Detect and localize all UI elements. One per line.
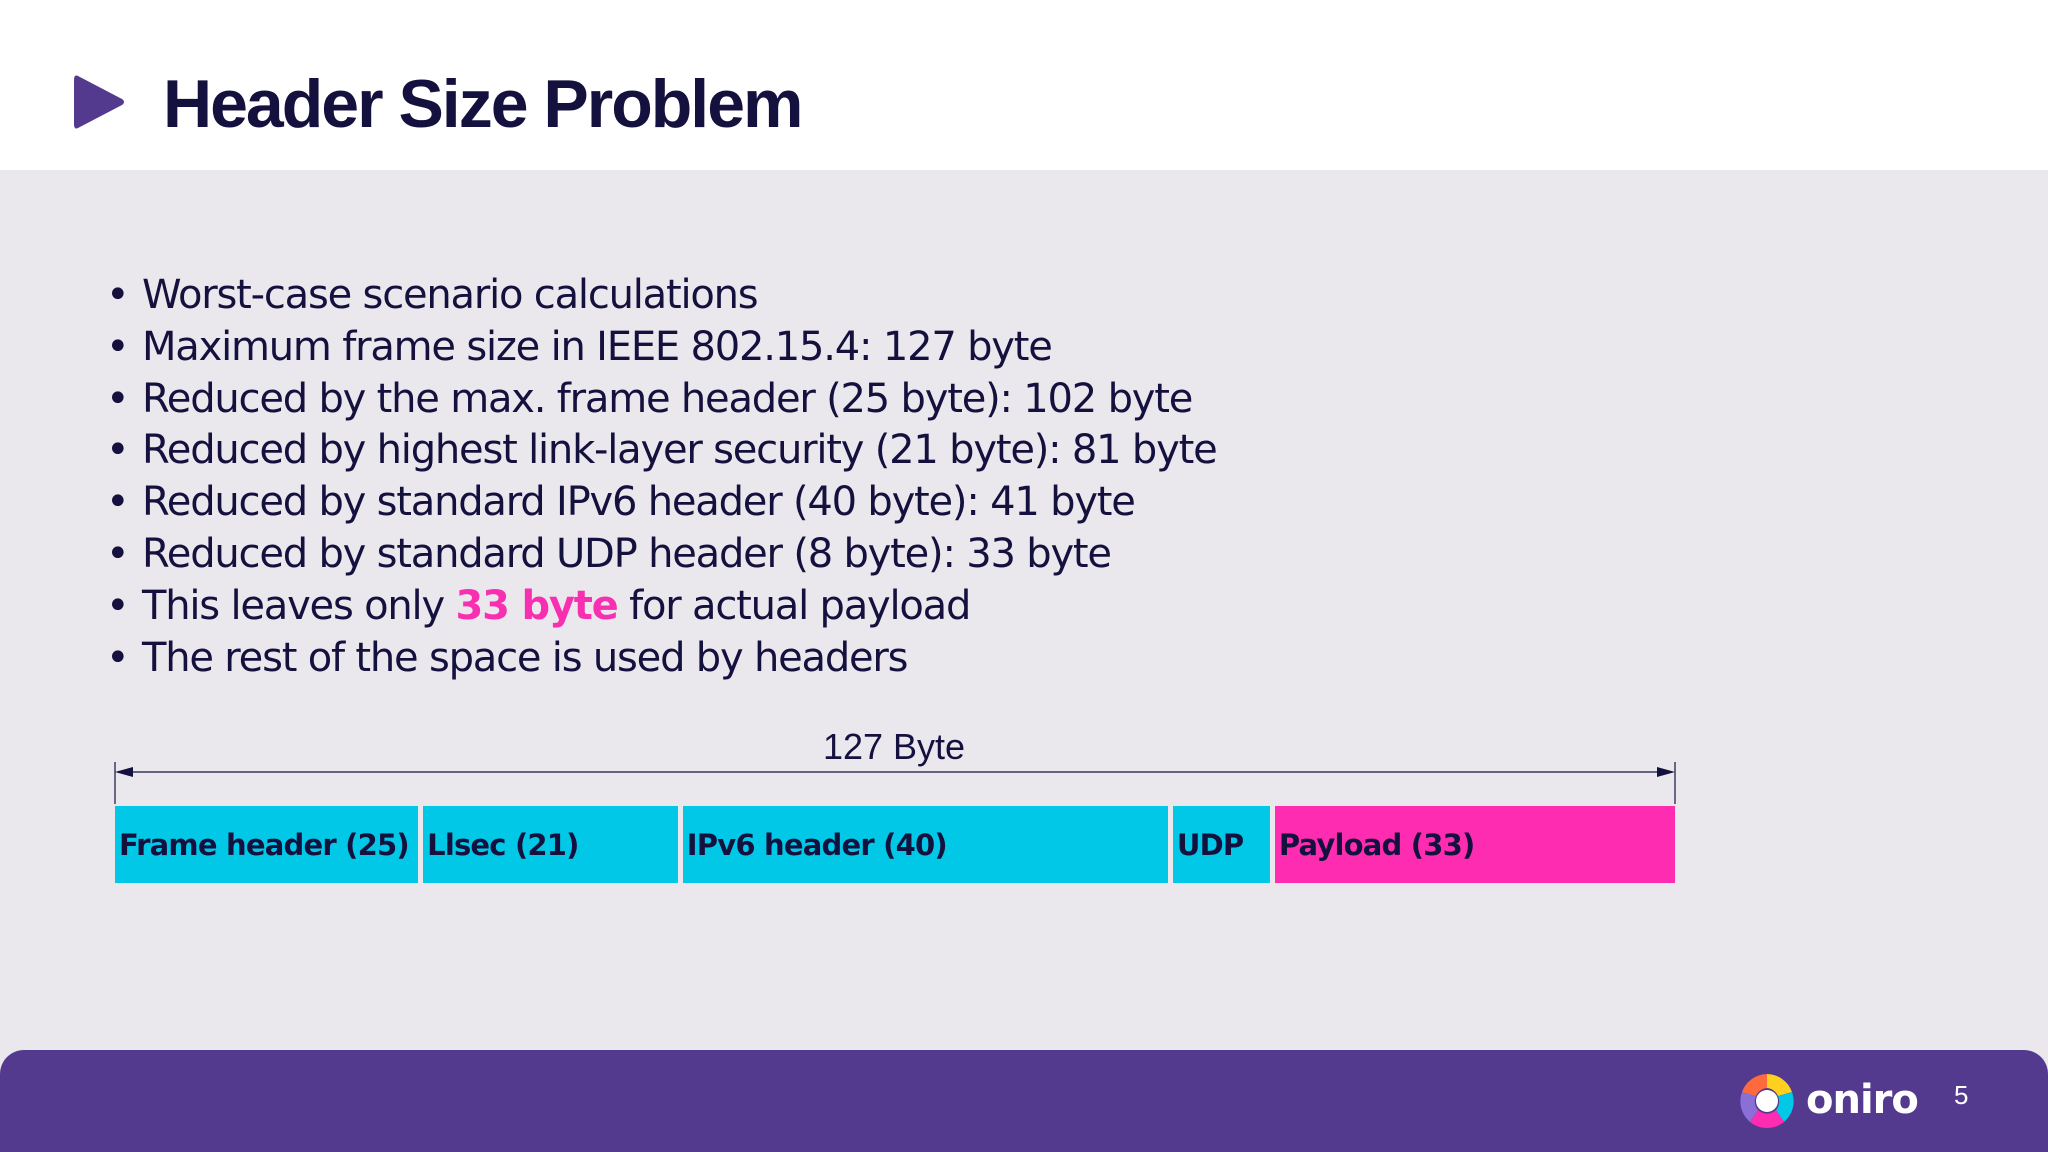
bullet-item: • This leaves only 33 byte for actual pay… xyxy=(104,581,1217,633)
bullet-text: The rest of the space is used by headers xyxy=(142,634,909,681)
bullet-item: • Reduced by highest link-layer security … xyxy=(104,425,1218,477)
bullet-text: Reduced by highest link-layer security (… xyxy=(142,427,1218,474)
page-number: 5 xyxy=(1954,1080,1969,1110)
title-bar xyxy=(0,0,2048,170)
brand-name: oniro xyxy=(1806,1077,1919,1123)
frame-segment-frame: Frame header (25) xyxy=(115,806,419,883)
bullet-item: • Reduced by standard UDP header (8 byte)… xyxy=(104,529,1217,581)
bullet-dot: • xyxy=(106,479,130,526)
bullet-dot: • xyxy=(106,634,130,681)
frame-size-label: 127 Byte xyxy=(822,726,966,767)
bullet-text-pre: This leaves only xyxy=(142,582,456,629)
bullet-dot: • xyxy=(106,323,130,370)
bullet-text: Reduced by standard IPv6 header (40 byte… xyxy=(142,479,1136,526)
bullet-text: Reduced by the max. frame header (25 byt… xyxy=(142,375,1193,422)
slide-title: Header Size Problem xyxy=(163,66,803,142)
bullet-list: • Worst-case scenario calculations • Maxim… xyxy=(104,270,1218,685)
frame-segments: Frame header (25) Llsec (21) IPv6 header (… xyxy=(115,806,1675,883)
bullet-dot: • xyxy=(106,582,130,629)
oniro-logo-icon xyxy=(1740,1074,1794,1129)
frame-span-arrow xyxy=(114,762,1676,804)
frame-segment-payload: Payload (33) xyxy=(1274,806,1675,883)
bullet-item: • Reduced by the max. frame header (25 by… xyxy=(104,374,1217,426)
bullet-item: • Worst-case scenario calculations xyxy=(104,270,1217,322)
frame-segment-udp: UDP xyxy=(1172,806,1270,883)
bullet-item: • Maximum frame size in IEEE 802.15.4: 12… xyxy=(104,322,1217,374)
bullet-item: • Reduced by standard IPv6 header (40 byt… xyxy=(104,477,1217,529)
footer-bar xyxy=(0,1050,2048,1152)
bullet-text: Worst-case scenario calculations xyxy=(142,272,759,318)
bullet-dot: • xyxy=(106,375,130,422)
bullet-dot: • xyxy=(106,427,130,474)
bullet-text: Maximum frame size in IEEE 802.15.4: 127… xyxy=(142,323,1053,370)
bullet-text: Reduced by standard UDP header (8 byte):… xyxy=(142,530,1112,577)
payload-highlight: 33 byte xyxy=(455,582,618,629)
frame-segment-ipv6: IPv6 header (40) xyxy=(682,806,1168,883)
bullet-dot: • xyxy=(106,530,130,577)
frame-segment-llsec: Llsec (21) xyxy=(423,806,678,883)
bullet-dot: • xyxy=(106,272,130,318)
play-arrow-icon xyxy=(74,75,124,129)
bullet-text-post: for actual payload xyxy=(617,582,971,629)
bullet-item: • The rest of the space is used by header… xyxy=(104,633,1217,685)
